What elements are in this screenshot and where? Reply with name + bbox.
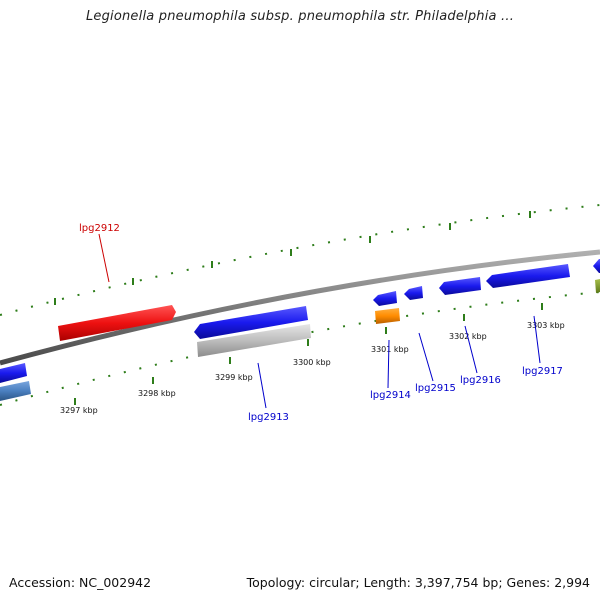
tick-label-3300: 3300 kbp [293,358,331,367]
gene-feature-orange[interactable] [375,308,400,324]
gene-features[interactable] [0,259,600,401]
genome-summary-text: Topology: circular; Length: 3,397,754 bp… [246,575,590,590]
tick-label-3297: 3297 kbp [60,406,98,415]
tick-label-3298: 3298 kbp [138,389,176,398]
gene-feature-lpg2916[interactable] [439,277,481,295]
gene-feature-steel[interactable] [0,381,31,401]
gene-feature-lpg2917[interactable] [486,264,570,288]
gene-feature-lpg2913[interactable] [194,306,308,339]
leader-line-lpg2917 [533,315,541,364]
gene-feature-blue-edge[interactable] [593,259,600,273]
tick-label-3299: 3299 kbp [215,373,253,382]
gene-leader-lines [98,233,541,409]
genome-backbone [0,249,600,366]
map-title: Legionella pneumophila subsp. pneumophil… [85,9,515,24]
gene-feature-gray[interactable] [197,324,311,357]
leader-line-lpg2914 [387,339,390,389]
leader-line-lpg2916 [464,325,478,374]
tick-label-3303: 3303 kbp [527,321,565,330]
leader-line-lpg2913 [257,362,267,409]
leader-line-lpg2915 [418,332,434,382]
gene-feature-lpg2915[interactable] [404,286,423,300]
gene-label-lpg2912[interactable]: lpg2912 [79,223,120,234]
accession-text: Accession: NC_002942 [9,575,152,590]
kbp-tick-marks [54,211,543,405]
kbp-tick-labels: 3297 kbp 3298 kbp 3299 kbp 3300 kbp 3301… [60,321,565,415]
gene-feature-blue[interactable] [0,363,27,383]
gene-feature-lpg2914[interactable] [373,291,397,306]
gene-label-lpg2914[interactable]: lpg2914 [370,390,411,401]
gene-feature-lpg2912[interactable] [58,305,176,341]
leader-line-lpg2912 [98,233,110,283]
gene-label-lpg2913[interactable]: lpg2913 [248,412,289,423]
gene-label-lpg2915[interactable]: lpg2915 [415,383,456,394]
gene-label-lpg2917[interactable]: lpg2917 [522,366,563,377]
gene-label-lpg2916[interactable]: lpg2916 [460,375,501,386]
gene-labels: lpg2912 lpg2913 lpg2914 lpg2915 lpg2916 … [79,223,563,423]
gene-feature-olive-edge[interactable] [595,279,600,293]
tick-label-3301: 3301 kbp [371,345,409,354]
